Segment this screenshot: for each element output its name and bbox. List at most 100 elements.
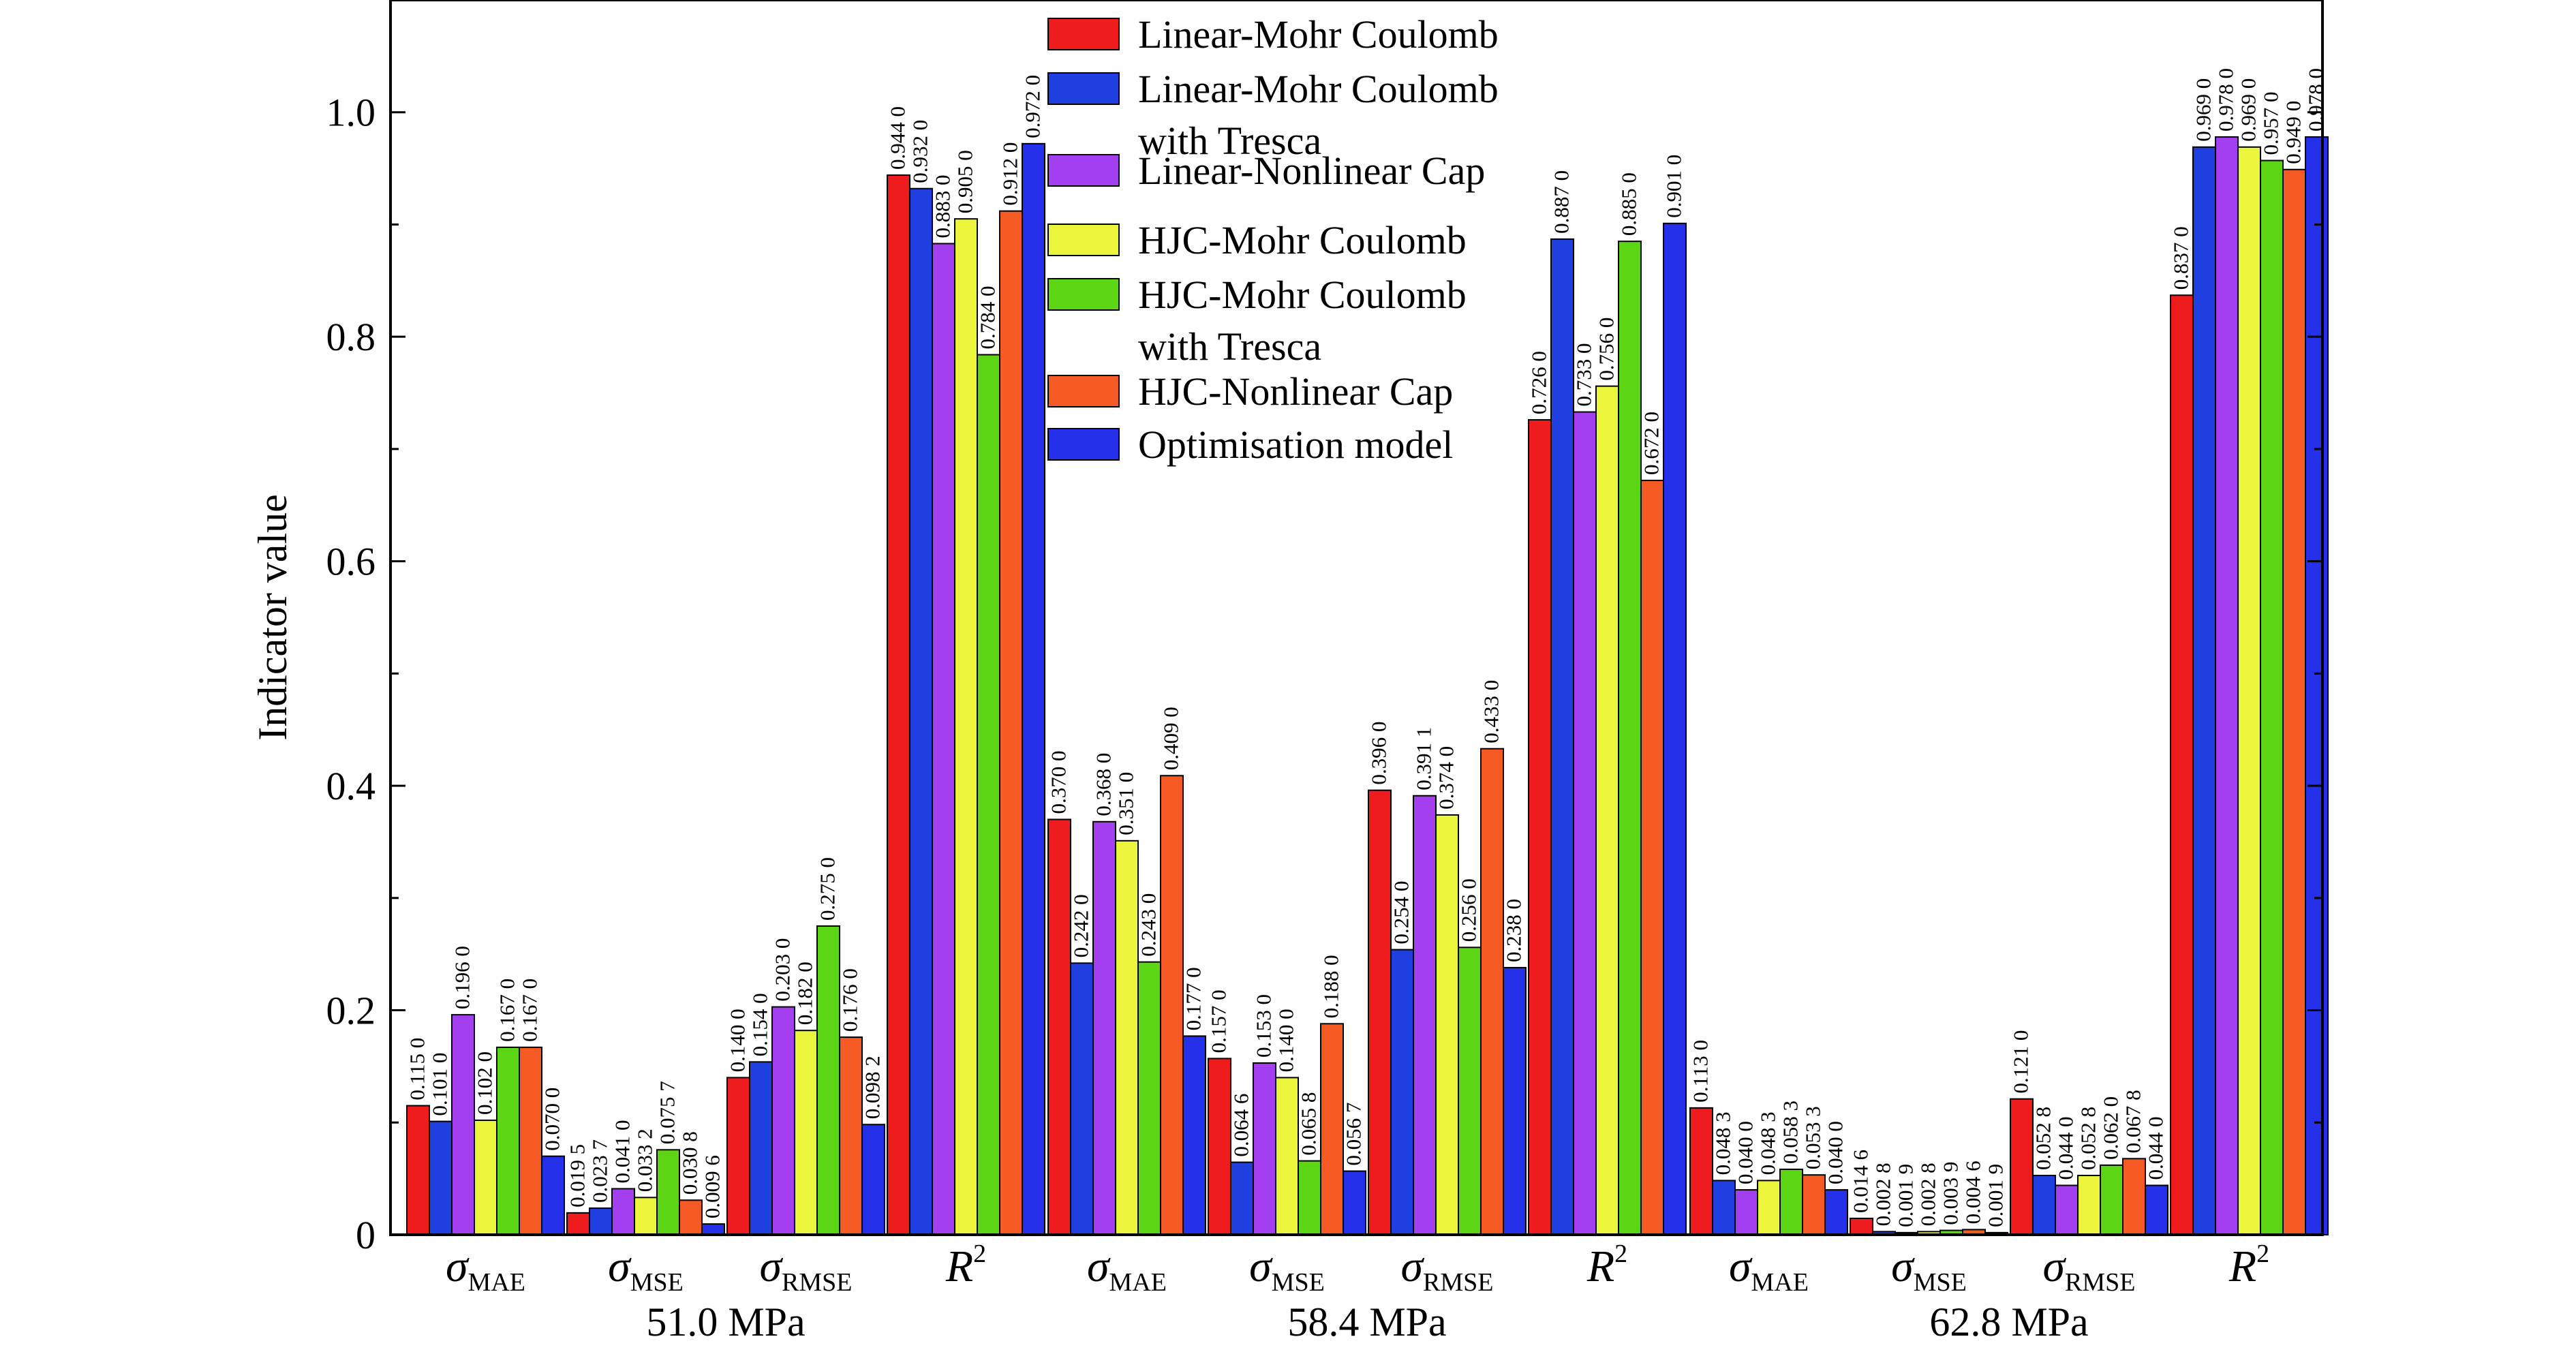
bar-0-1-0 xyxy=(566,1212,590,1235)
bar-value-label: 0.002 8 xyxy=(1871,1163,1895,1226)
bar-value-label: 0.023 7 xyxy=(588,1139,612,1203)
bar-value-label: 0.075 7 xyxy=(656,1081,679,1144)
legend-swatch xyxy=(1047,428,1120,461)
bar-value-label: 0.188 0 xyxy=(1319,955,1343,1018)
bar-2-2-1 xyxy=(2032,1175,2056,1236)
bar-0-1-5 xyxy=(679,1199,703,1236)
bar-value-label: 0.733 0 xyxy=(1572,343,1596,407)
legend-swatch xyxy=(1047,224,1120,256)
bar-value-label: 0.177 0 xyxy=(1182,967,1206,1030)
bar-2-0-2 xyxy=(1734,1189,1758,1236)
bar-2-2-4 xyxy=(2100,1164,2123,1236)
bar-2-2-0 xyxy=(2010,1098,2034,1236)
x-metric-label: σRMSE xyxy=(759,1242,852,1297)
bar-value-label: 0.140 0 xyxy=(1274,1009,1298,1072)
bar-1-3-1 xyxy=(1550,238,1574,1235)
bar-value-label: 0.102 0 xyxy=(473,1051,497,1115)
x-metric-label: R2 xyxy=(945,1240,986,1291)
bar-1-1-6 xyxy=(1343,1170,1366,1235)
bar-value-label: 0.784 0 xyxy=(976,286,1000,350)
legend-entry: Optimisation model xyxy=(1138,422,1453,467)
bar-1-3-0 xyxy=(1528,419,1552,1236)
bar-0-2-5 xyxy=(839,1036,863,1235)
bar-value-label: 0.052 8 xyxy=(2031,1107,2055,1170)
bar-value-label: 0.030 8 xyxy=(678,1131,702,1195)
bar-0-3-5 xyxy=(999,210,1023,1236)
bar-value-label: 0.113 0 xyxy=(1689,1040,1713,1103)
bar-1-3-5 xyxy=(1640,480,1664,1235)
x-metric-label: R2 xyxy=(2228,1240,2269,1291)
bar-1-2-5 xyxy=(1480,748,1504,1236)
x-metric-label: σRMSE xyxy=(2042,1242,2135,1297)
bar-2-3-0 xyxy=(2170,294,2194,1235)
bar-1-0-3 xyxy=(1115,840,1139,1235)
legend-entry: HJC-Mohr Coulomb with Tresca xyxy=(1138,273,1467,369)
bar-value-label: 0.040 0 xyxy=(1734,1121,1758,1184)
bar-value-label: 0.056 7 xyxy=(1342,1103,1366,1166)
bar-1-0-6 xyxy=(1182,1035,1206,1235)
bar-value-label: 0.065 8 xyxy=(1297,1092,1321,1156)
bar-value-label: 0.256 0 xyxy=(1457,878,1481,942)
bar-value-label: 0.048 3 xyxy=(1756,1111,1780,1175)
bar-value-label: 0.837 0 xyxy=(2169,226,2193,290)
bar-value-label: 0.969 0 xyxy=(2192,78,2215,142)
bar-0-0-4 xyxy=(496,1046,520,1235)
bar-2-3-6 xyxy=(2305,136,2329,1235)
y-axis-label: Indicator value xyxy=(250,494,295,741)
bar-value-label: 0.254 0 xyxy=(1390,881,1413,944)
bar-1-1-0 xyxy=(1208,1058,1231,1235)
bar-1-3-2 xyxy=(1573,411,1597,1235)
x-group-label: 51.0 MPa xyxy=(646,1299,805,1344)
bar-1-1-4 xyxy=(1298,1160,1321,1236)
bar-value-label: 0.001 9 xyxy=(1984,1164,2008,1227)
bar-value-label: 0.978 0 xyxy=(2214,68,2238,132)
bar-0-3-2 xyxy=(932,243,955,1236)
x-metric-label: σMSE xyxy=(608,1242,684,1297)
bar-value-label: 0.885 0 xyxy=(1617,172,1641,236)
bar-1-0-1 xyxy=(1070,962,1094,1235)
bar-1-2-1 xyxy=(1390,949,1414,1236)
legend-swatch xyxy=(1047,18,1120,50)
bar-value-label: 0.912 0 xyxy=(998,142,1022,206)
legend-swatch xyxy=(1047,375,1120,407)
bar-0-3-6 xyxy=(1022,142,1045,1235)
bar-value-label: 0.978 0 xyxy=(2304,68,2328,132)
bar-1-2-3 xyxy=(1435,814,1459,1236)
bar-0-2-6 xyxy=(861,1124,885,1235)
bar-1-0-5 xyxy=(1160,775,1184,1236)
bar-value-label: 0.048 3 xyxy=(1711,1111,1735,1175)
bar-value-label: 0.014 6 xyxy=(1849,1150,1873,1213)
bar-value-label: 0.064 6 xyxy=(1229,1094,1253,1157)
bar-0-1-3 xyxy=(634,1197,658,1235)
bar-0-1-6 xyxy=(701,1223,725,1235)
bar-2-0-0 xyxy=(1689,1107,1713,1235)
bar-value-label: 0.883 0 xyxy=(931,174,955,238)
bar-0-0-6 xyxy=(541,1155,565,1236)
bar-value-label: 0.157 0 xyxy=(1207,989,1231,1053)
bar-2-3-2 xyxy=(2215,136,2239,1235)
bar-value-label: 0.275 0 xyxy=(816,857,840,921)
bar-value-label: 0.040 0 xyxy=(1824,1121,1847,1184)
x-metric-label: σMAE xyxy=(446,1242,525,1297)
plot-frame xyxy=(389,0,2324,1236)
y-tick-label: 0.4 xyxy=(326,764,376,808)
bar-2-0-5 xyxy=(1802,1174,1826,1235)
bar-2-1-0 xyxy=(1850,1217,1873,1236)
bar-2-3-4 xyxy=(2260,159,2284,1235)
legend-entry: Linear-Mohr Coulomb with Tresca xyxy=(1138,67,1499,163)
bar-0-0-5 xyxy=(519,1046,542,1235)
x-metric-label: σMAE xyxy=(1729,1242,1809,1297)
bar-value-label: 0.672 0 xyxy=(1640,412,1663,475)
bar-value-label: 0.154 0 xyxy=(748,993,772,1056)
bar-0-1-2 xyxy=(611,1188,635,1235)
bar-1-2-4 xyxy=(1458,947,1482,1236)
bar-value-label: 0.001 9 xyxy=(1894,1164,1918,1227)
bar-value-label: 0.433 0 xyxy=(1479,680,1503,743)
bar-value-label: 0.121 0 xyxy=(2009,1030,2033,1094)
bar-1-1-1 xyxy=(1230,1161,1254,1235)
bar-value-label: 0.949 0 xyxy=(2282,101,2305,164)
bar-value-label: 0.887 0 xyxy=(1550,170,1574,234)
bar-2-3-5 xyxy=(2282,168,2306,1236)
bar-value-label: 0.905 0 xyxy=(953,150,977,213)
bar-0-1-4 xyxy=(656,1149,680,1236)
